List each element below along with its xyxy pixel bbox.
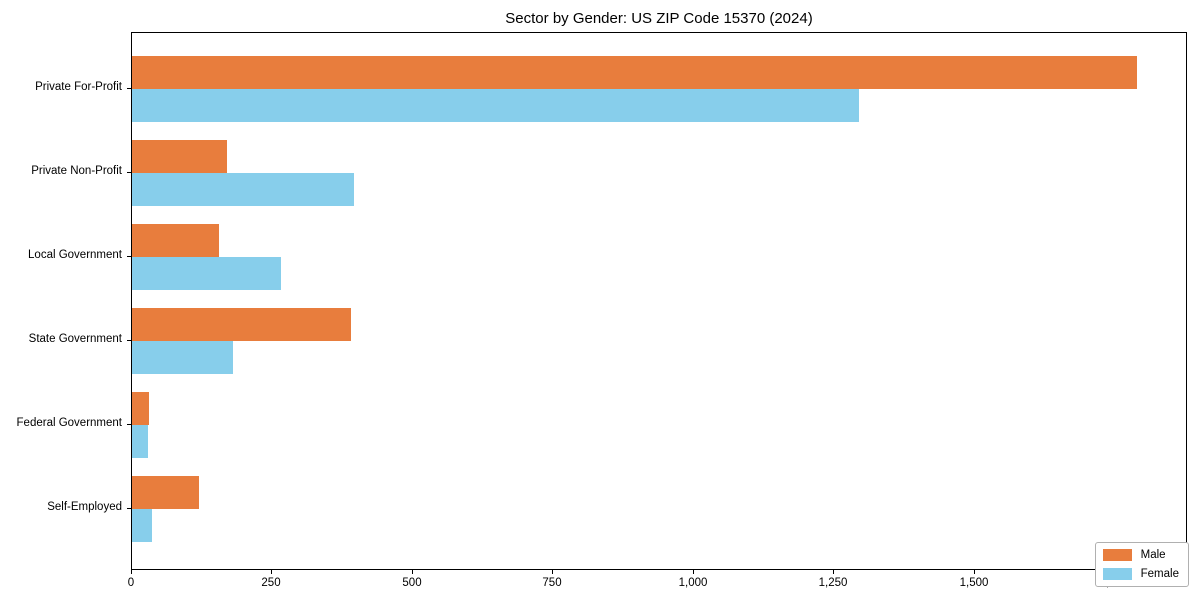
chart-title: Sector by Gender: US ZIP Code 15370 (202… (505, 10, 813, 27)
bar-female-local-government (132, 257, 281, 290)
legend-label-male: Male (1140, 549, 1166, 561)
x-tick-mark (412, 570, 413, 574)
y-tick-label-private-for-profit: Private For-Profit (35, 81, 122, 93)
female-color-swatch (1102, 568, 1132, 580)
y-tick-mark (127, 88, 131, 89)
y-tick-label-federal-government: Federal Government (16, 417, 122, 429)
x-tick-label-1-000: 1,000 (678, 577, 708, 589)
plot-area (131, 32, 1187, 570)
x-tick-mark (974, 570, 975, 574)
y-tick-label-private-non-profit: Private Non-Profit (31, 165, 122, 177)
x-tick-mark (131, 570, 132, 574)
x-tick-label-500: 500 (402, 577, 422, 589)
bar-female-private-for-profit (132, 89, 859, 122)
bar-female-federal-government (132, 425, 148, 458)
y-tick-mark (127, 424, 131, 425)
bar-male-private-for-profit (132, 56, 1137, 89)
male-color-swatch (1102, 549, 1132, 561)
legend-item-female: Female (1102, 568, 1179, 580)
legend-item-male: Male (1102, 549, 1179, 561)
bar-male-local-government (132, 224, 219, 257)
x-tick-mark (833, 570, 834, 574)
x-tick-mark (271, 570, 272, 574)
x-tick-mark (693, 570, 694, 574)
x-tick-label-250: 250 (261, 577, 281, 589)
x-tick-label-1-250: 1,250 (818, 577, 848, 589)
x-tick-label-750: 750 (542, 577, 562, 589)
bar-male-private-non-profit (132, 140, 227, 173)
y-tick-mark (127, 508, 131, 509)
legend-label-female: Female (1140, 568, 1179, 580)
x-tick-mark (552, 570, 553, 574)
y-tick-label-local-government: Local Government (28, 249, 122, 261)
bar-male-state-government (132, 308, 351, 341)
y-tick-mark (127, 256, 131, 257)
bar-female-private-non-profit (132, 173, 354, 206)
x-tick-label-0: 0 (127, 577, 135, 589)
y-tick-mark (127, 172, 131, 173)
bar-male-federal-government (132, 392, 149, 425)
y-tick-label-state-government: State Government (28, 333, 122, 345)
y-tick-mark (127, 340, 131, 341)
y-tick-label-self-employed: Self-Employed (47, 501, 122, 513)
legend: Male Female (1094, 542, 1189, 587)
bar-female-self-employed (132, 509, 152, 542)
bar-male-self-employed (132, 476, 199, 509)
x-tick-label-1-500: 1,500 (959, 577, 989, 589)
bar-female-state-government (132, 341, 233, 374)
